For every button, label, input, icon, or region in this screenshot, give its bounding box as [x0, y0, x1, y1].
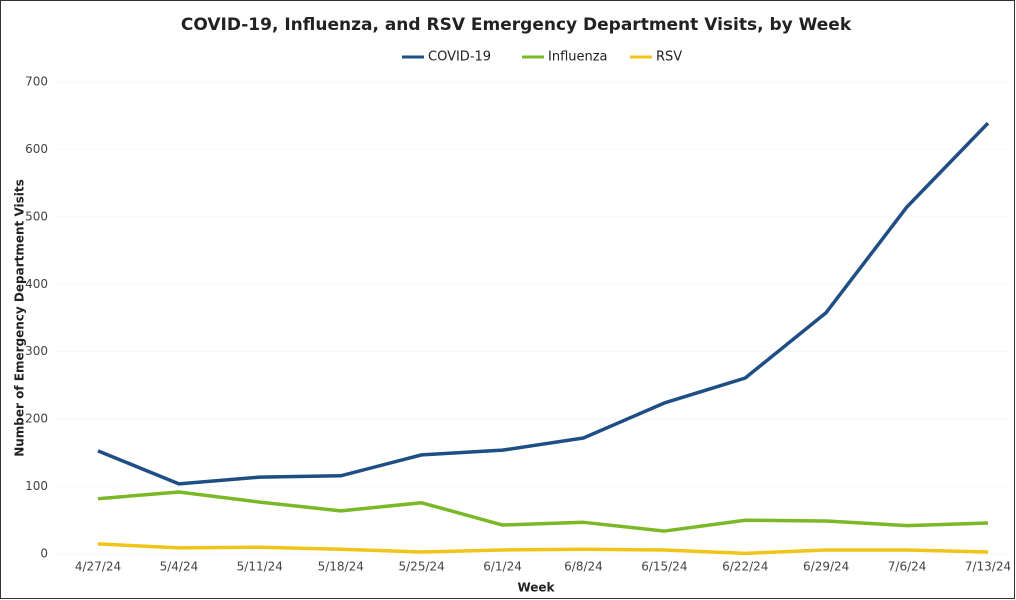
- x-tick-label: 7/13/24: [965, 560, 1011, 574]
- y-tick-label: 200: [25, 412, 48, 426]
- legend-label: COVID-19: [428, 50, 491, 65]
- x-tick-label: 5/18/24: [318, 560, 364, 574]
- y-tick-label: 100: [25, 479, 48, 493]
- x-axis-label: Week: [517, 581, 555, 595]
- x-tick-label: 6/1/24: [483, 560, 522, 574]
- line-series: [97, 121, 990, 486]
- x-tick-label: 6/8/24: [564, 560, 603, 574]
- y-tick-label: 0: [40, 547, 48, 561]
- y-tick-label: 400: [25, 277, 48, 291]
- legend-label: Influenza: [548, 50, 608, 65]
- line-series: [97, 490, 989, 533]
- y-tick-label: 300: [25, 344, 48, 358]
- x-tick-label: 4/27/24: [75, 560, 121, 574]
- x-tick-label: 7/6/24: [888, 560, 927, 574]
- y-tick-label: 500: [25, 209, 48, 223]
- chart-title: COVID-19, Influenza, and RSV Emergency D…: [181, 15, 852, 35]
- y-tick-label: 700: [25, 75, 48, 89]
- x-tick-label: 6/29/24: [803, 560, 849, 574]
- x-tick-label: 5/4/24: [160, 560, 199, 574]
- x-tick-label: 5/25/24: [399, 560, 445, 574]
- x-tick-label: 6/22/24: [722, 560, 768, 574]
- line-series: [97, 542, 989, 556]
- x-tick-label: 5/11/24: [237, 560, 283, 574]
- y-tick-label: 600: [25, 142, 48, 156]
- y-axis-label: Number of Emergency Department Visits: [13, 179, 27, 457]
- x-tick-label: 6/15/24: [641, 560, 687, 574]
- legend-label: RSV: [656, 50, 682, 65]
